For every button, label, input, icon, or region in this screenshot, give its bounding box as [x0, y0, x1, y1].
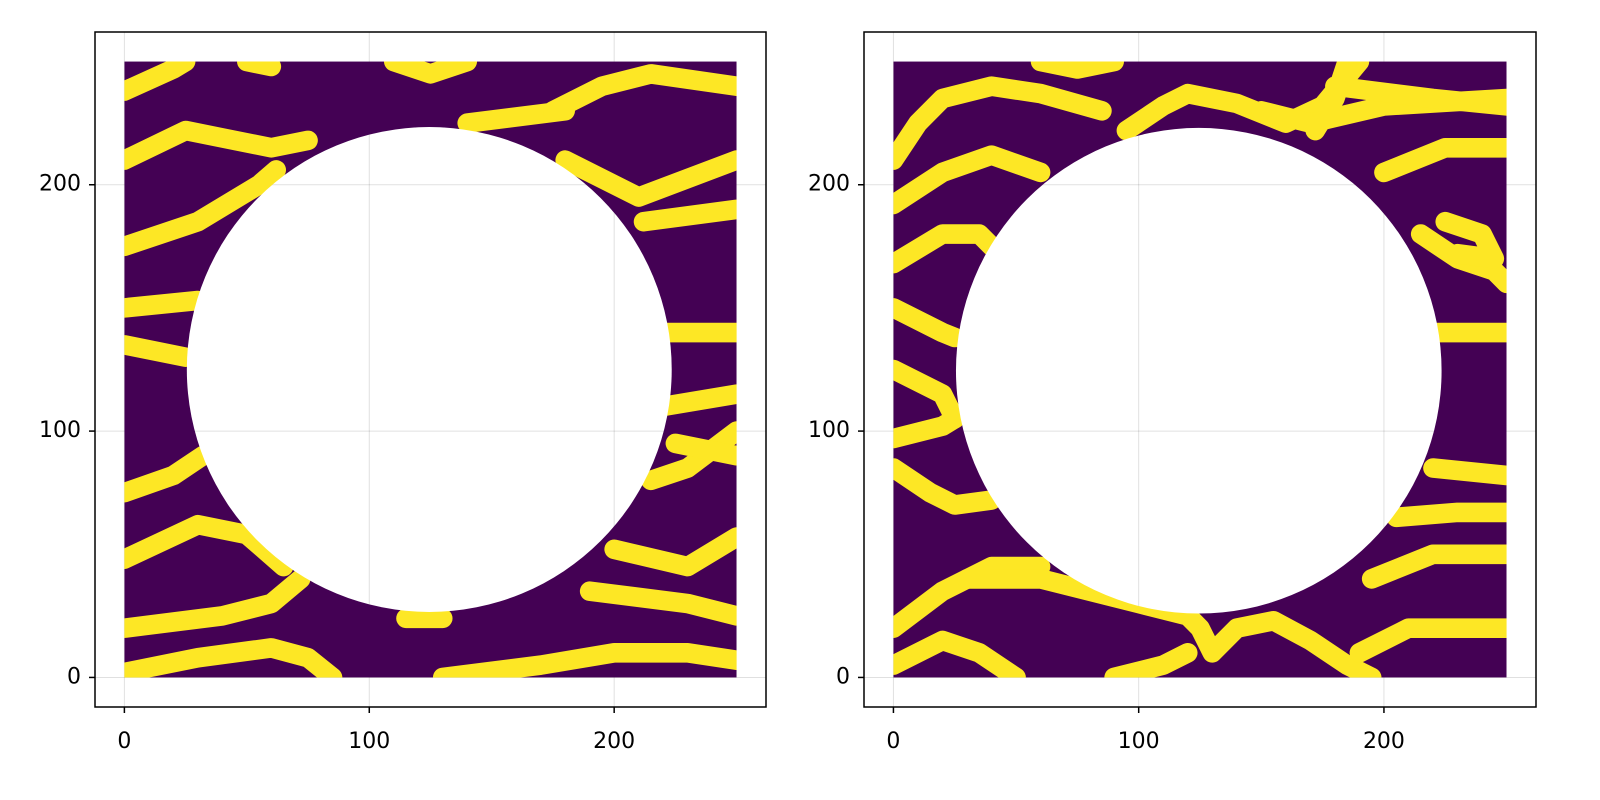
- streak: [893, 630, 1026, 678]
- heatmap: [893, 61, 1507, 678]
- y-tick-label: 0: [67, 664, 81, 689]
- streak: [665, 433, 737, 466]
- streak: [432, 643, 737, 678]
- streak: [1361, 544, 1507, 589]
- streak: [555, 150, 737, 207]
- streak: [124, 638, 343, 678]
- streak: [1374, 137, 1507, 183]
- x-tick-label: 200: [1363, 729, 1405, 754]
- streak: [1349, 618, 1507, 663]
- streak: [1386, 502, 1507, 528]
- streak: [893, 298, 965, 348]
- streak: [1030, 61, 1124, 79]
- streak: [124, 335, 196, 367]
- streak: [383, 61, 478, 84]
- x-tick-label: 100: [1118, 729, 1160, 754]
- x-tick-label: 200: [593, 729, 635, 754]
- streak: [1325, 76, 1507, 116]
- x-tick-label: 0: [886, 729, 900, 754]
- streak: [957, 569, 1382, 678]
- y-tick-label: 200: [808, 172, 850, 197]
- heatmap: [124, 61, 737, 678]
- x-tick-label: 100: [348, 729, 390, 754]
- y-tick-label: 0: [836, 664, 850, 689]
- x-tick-label: 0: [117, 729, 131, 754]
- streak: [893, 76, 1112, 170]
- y-tick-label: 100: [39, 418, 81, 443]
- streak: [1104, 642, 1198, 678]
- streak: [893, 458, 1002, 515]
- streak: [124, 120, 318, 170]
- streak: [893, 408, 965, 449]
- y-tick-label: 100: [808, 418, 850, 443]
- streak: [604, 527, 737, 577]
- streak: [124, 445, 213, 503]
- streak: [579, 581, 737, 626]
- streak: [1423, 458, 1507, 486]
- streak: [237, 61, 282, 77]
- streak: [124, 569, 311, 638]
- streak: [893, 145, 1051, 215]
- y-tick-label: 200: [39, 172, 81, 197]
- streak: [124, 61, 196, 101]
- streak: [543, 64, 737, 121]
- heatmap-background: [124, 61, 737, 678]
- axes-frame: [863, 31, 1537, 708]
- streak: [1305, 61, 1357, 141]
- streak: [653, 384, 737, 417]
- streak: [124, 160, 287, 257]
- streak: [1435, 211, 1505, 269]
- streak: [633, 199, 737, 232]
- axes-frame: [94, 31, 767, 708]
- streak: [124, 290, 208, 318]
- streak: [124, 514, 294, 577]
- streak: [893, 224, 1002, 274]
